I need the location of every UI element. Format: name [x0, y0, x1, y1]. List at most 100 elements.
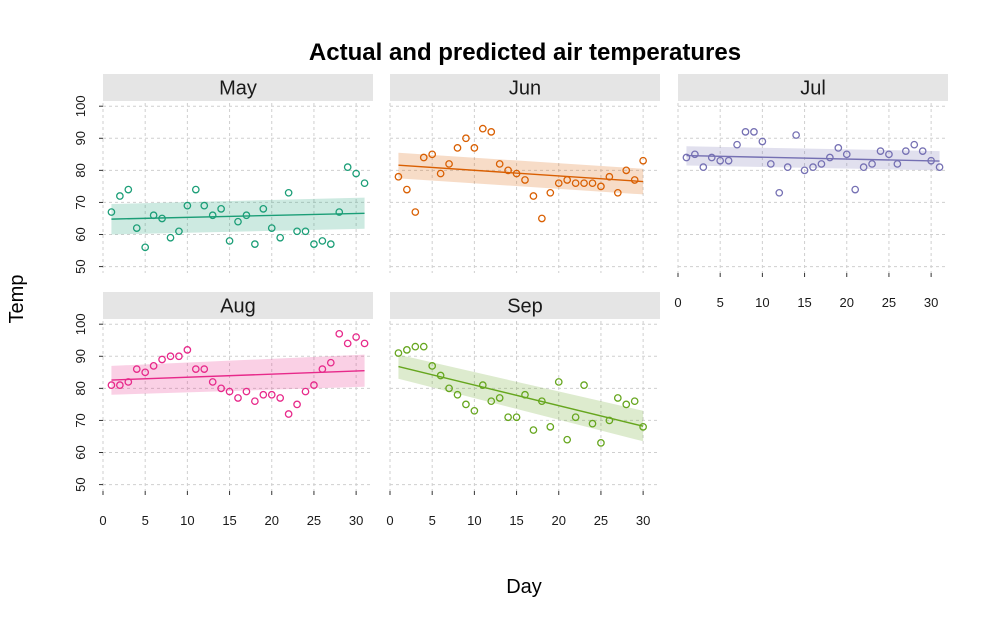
x-tick-label: 5 — [717, 295, 724, 310]
data-point — [225, 387, 234, 396]
data-point — [478, 381, 487, 390]
data-point — [225, 237, 234, 245]
x-tick-label: 30 — [924, 295, 938, 310]
data-point — [783, 163, 792, 172]
data-point — [462, 134, 470, 143]
trend-line — [398, 365, 644, 427]
data-point — [935, 163, 944, 172]
data-point — [293, 227, 301, 236]
data-point — [360, 339, 369, 348]
data-point — [470, 144, 479, 152]
data-point — [293, 400, 301, 409]
data-point — [571, 413, 580, 422]
data-point — [851, 185, 860, 194]
data-point — [326, 358, 335, 367]
x-tick-label: 0 — [386, 513, 393, 528]
x-tick-label: 20 — [552, 513, 566, 528]
y-tick-label: 80 — [73, 163, 88, 177]
data-point — [419, 153, 428, 162]
data-point — [859, 163, 868, 172]
facet-strip-label: Aug — [220, 296, 256, 318]
data-point — [487, 397, 496, 406]
data-point — [809, 163, 817, 172]
data-point — [158, 214, 166, 223]
data-point — [276, 233, 285, 242]
data-point — [775, 188, 784, 197]
x-tick-label: 10 — [180, 513, 194, 528]
data-point — [588, 419, 597, 428]
data-point — [495, 160, 504, 168]
data-point — [750, 128, 758, 136]
data-point — [259, 390, 268, 399]
data-point — [716, 156, 725, 165]
data-point — [487, 128, 496, 136]
data-point — [521, 390, 529, 399]
data-point — [630, 176, 639, 184]
x-tick-label: 25 — [594, 513, 608, 528]
data-point — [132, 365, 141, 373]
x-tick-label: 10 — [755, 295, 769, 310]
data-point — [166, 233, 175, 242]
data-point — [436, 371, 445, 380]
data-point — [724, 156, 733, 165]
data-point — [512, 413, 521, 422]
confidence-band — [398, 354, 644, 442]
data-point — [318, 237, 327, 245]
data-point — [166, 352, 175, 361]
data-point — [242, 387, 251, 396]
y-tick-label: 50 — [73, 259, 88, 273]
data-point — [538, 214, 546, 223]
data-point — [707, 153, 716, 162]
data-point — [453, 144, 462, 152]
data-point — [504, 166, 512, 175]
data-point — [132, 224, 141, 232]
data-point — [191, 365, 200, 373]
x-tick-label: 0 — [674, 295, 681, 310]
data-point — [301, 227, 310, 236]
data-point — [116, 192, 124, 200]
data-point — [251, 397, 259, 406]
data-point — [733, 140, 741, 149]
data-point — [580, 381, 588, 390]
x-tick-label: 15 — [509, 513, 523, 528]
data-point — [411, 208, 420, 216]
data-point — [699, 163, 708, 172]
data-point — [208, 378, 217, 386]
facet-strip-jun — [390, 74, 660, 101]
x-tick-label: 30 — [349, 513, 363, 528]
data-point — [453, 390, 462, 399]
facet-jul: Jul 0 5 10 15 20 25 30 — [674, 74, 948, 310]
data-point — [885, 150, 893, 159]
data-point — [529, 192, 538, 200]
data-point — [310, 381, 318, 390]
data-point — [834, 144, 843, 152]
data-point — [352, 333, 360, 341]
trend-line — [398, 164, 644, 183]
data-point — [107, 208, 116, 216]
data-point — [208, 211, 217, 220]
data-point — [234, 217, 242, 226]
data-point — [478, 124, 487, 133]
data-point — [394, 349, 403, 357]
x-tick-label: 15 — [222, 513, 236, 528]
data-point — [554, 378, 563, 386]
data-point — [597, 439, 605, 447]
data-point — [301, 387, 310, 396]
data-point — [310, 240, 318, 248]
facet-strip-label: Sep — [507, 296, 543, 318]
data-point — [842, 150, 851, 159]
y-tick-label: 90 — [73, 131, 88, 145]
data-point — [242, 211, 251, 220]
data-point — [546, 422, 555, 431]
facet-strip-label: May — [219, 78, 257, 100]
data-point — [529, 426, 538, 434]
data-point — [639, 156, 647, 165]
data-point — [521, 176, 529, 184]
data-point — [251, 240, 259, 248]
data-point — [200, 201, 209, 210]
y-axis-title: Temp — [6, 275, 28, 324]
data-point — [546, 188, 555, 197]
data-point — [622, 166, 631, 175]
data-point — [183, 201, 192, 210]
data-point — [691, 150, 699, 159]
